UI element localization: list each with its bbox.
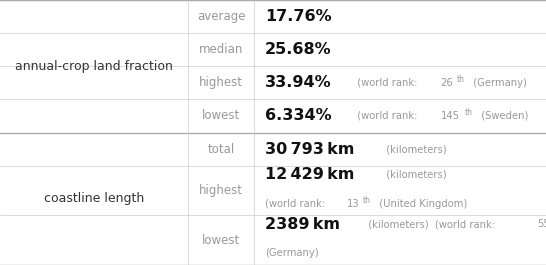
Text: 26: 26 (441, 78, 453, 88)
Text: median: median (199, 43, 244, 56)
Text: (world rank:: (world rank: (265, 199, 328, 209)
Text: coastline length: coastline length (44, 192, 144, 205)
Text: th: th (363, 196, 371, 205)
Text: 17.76%: 17.76% (265, 9, 331, 24)
Text: (world rank:: (world rank: (351, 78, 420, 88)
Text: (kilometers): (kilometers) (380, 144, 447, 154)
Text: (kilometers)  (world rank:: (kilometers) (world rank: (361, 219, 498, 229)
Text: highest: highest (199, 184, 243, 197)
Text: 2389 km: 2389 km (265, 217, 340, 232)
Text: 145: 145 (441, 111, 459, 121)
Text: (Germany): (Germany) (265, 248, 318, 258)
Text: lowest: lowest (202, 234, 240, 247)
Text: lowest: lowest (202, 109, 240, 122)
Text: annual-crop land fraction: annual-crop land fraction (15, 60, 173, 73)
Text: highest: highest (199, 76, 243, 89)
Text: 25.68%: 25.68% (265, 42, 331, 57)
Text: 12 429 km: 12 429 km (265, 167, 354, 182)
Text: (Germany): (Germany) (467, 78, 527, 88)
Text: th: th (465, 108, 473, 117)
Text: total: total (207, 143, 235, 156)
Text: (Sweden): (Sweden) (476, 111, 529, 121)
Text: 55: 55 (537, 219, 546, 229)
Text: (kilometers): (kilometers) (380, 170, 447, 180)
Text: 30 793 km: 30 793 km (265, 142, 354, 157)
Text: (United Kingdom): (United Kingdom) (373, 199, 467, 209)
Text: average: average (197, 10, 245, 23)
Text: 13: 13 (346, 199, 359, 209)
Text: 6.334%: 6.334% (265, 108, 331, 123)
Text: (world rank:: (world rank: (351, 111, 420, 121)
Text: th: th (457, 75, 465, 84)
Text: 33.94%: 33.94% (265, 75, 331, 90)
